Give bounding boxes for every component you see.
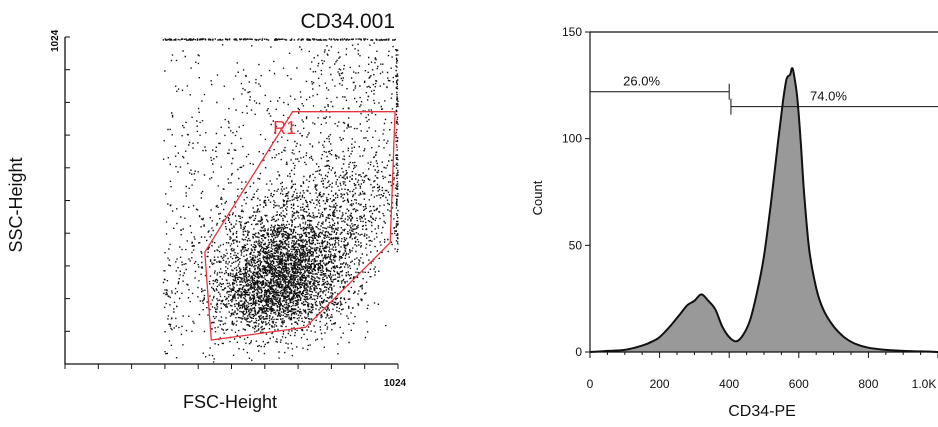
histogram-y-tick-label: 50 xyxy=(569,238,583,252)
dot-plot-title: CD34.001 xyxy=(300,10,395,33)
histogram-y-tick-label: 150 xyxy=(562,25,582,39)
dot-plot-y-label: SSC-Height xyxy=(6,157,26,252)
histogram-y-ticks: 0 50 100 150 xyxy=(562,25,590,359)
histogram-y-tick-label: 100 xyxy=(562,132,582,146)
dot-plot: CD34.001 R1 1024 1024 FSC-Height SSC-Hei… xyxy=(6,10,407,412)
histogram-x-ticks: 0 200 400 600 800 1.0K xyxy=(587,352,938,391)
histogram-marker-label: 74.0% xyxy=(810,89,847,104)
histogram-x-tick-label: 1.0K xyxy=(912,377,937,391)
dot-plot-events xyxy=(162,38,399,363)
gate-r1-label: R1 xyxy=(273,118,296,138)
histogram-y-label: Count xyxy=(530,180,545,215)
dot-plot-y-ticks xyxy=(65,36,70,365)
dot-plot-points xyxy=(162,38,399,363)
histogram-markers: 26.0% 74.0% xyxy=(590,74,938,115)
dot-plot-x-max-label: 1024 xyxy=(384,378,407,389)
histogram-x-label: CD34-PE xyxy=(728,403,796,420)
dot-plot-y-max-label: 1024 xyxy=(50,29,61,52)
histogram-area xyxy=(590,68,938,353)
histogram-x-tick-label: 800 xyxy=(858,377,878,391)
histogram-x-tick-label: 200 xyxy=(650,377,670,391)
histogram-x-tick-label: 400 xyxy=(719,377,739,391)
histogram: 0 50 100 150 0 200 400 600 800 1.0K 26.0% 74.0% C… xyxy=(530,25,938,420)
histogram-x-tick-label: 600 xyxy=(789,377,809,391)
histogram-y-tick-label: 0 xyxy=(575,345,582,359)
histogram-marker-label: 26.0% xyxy=(623,74,660,89)
dot-plot-x-ticks xyxy=(64,364,399,369)
gate-r1 xyxy=(204,111,396,341)
histogram-x-tick-label: 0 xyxy=(587,377,594,391)
dot-plot-x-label: FSC-Height xyxy=(183,392,277,412)
histogram-outline xyxy=(589,67,938,353)
